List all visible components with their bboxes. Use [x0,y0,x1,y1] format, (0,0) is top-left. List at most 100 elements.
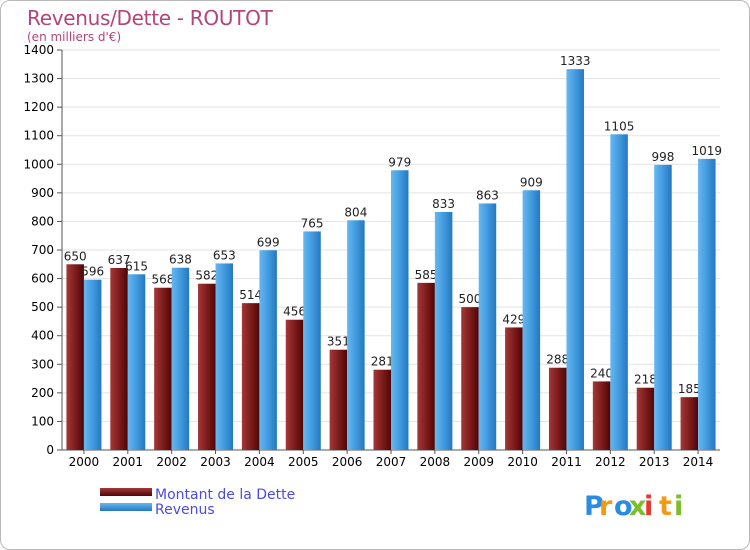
y-tick-label: 100 [31,414,54,428]
legend-swatch-revenus [100,503,152,511]
bar-debt [329,349,348,450]
x-tick-label: 2009 [463,455,494,469]
data-label-debt: 288 [546,353,569,367]
logo-letter: i [644,491,654,522]
x-tick-label: 2010 [507,455,538,469]
data-label-debt: 281 [371,355,394,369]
bar-revenus [259,250,277,450]
bar-revenus [391,170,409,451]
data-label-debt: 637 [108,253,131,267]
data-label-debt: 500 [459,292,482,306]
x-tick-label: 2014 [683,455,714,469]
bar-revenus [347,220,365,450]
x-tick-label: 2002 [156,455,187,469]
bar-revenus [654,164,672,450]
x-tick-label: 2004 [244,455,275,469]
bar-revenus [566,69,584,451]
bar-debt [285,319,304,450]
bar-revenus [83,279,102,450]
data-label-revenus: 596 [81,265,104,279]
bar-debt [66,264,84,450]
legend-swatch-debt [100,488,152,496]
data-label-revenus: 1105 [604,119,635,133]
bar-debt [636,387,655,450]
data-label-debt: 429 [502,312,525,326]
data-label-revenus: 833 [432,197,455,211]
bar-revenus [698,158,716,450]
y-tick-label: 500 [31,300,54,314]
y-tick-label: 0 [46,443,54,457]
logo-letter: P [584,491,605,522]
logo-letter: t [659,491,673,522]
y-tick-label: 400 [31,329,54,343]
data-label-revenus: 765 [301,216,324,230]
x-tick-label: 2007 [376,455,407,469]
y-tick-label: 1100 [23,129,54,143]
proxiti-logo: Pr oxi t i [584,491,684,522]
bar-debt [198,283,216,450]
y-tick-label: 1300 [23,72,54,86]
bar-debt [680,397,699,450]
x-tick-label: 2008 [420,455,451,469]
legend-label-revenus: Revenus [155,502,215,518]
bar-revenus [215,263,234,450]
legend-label-debt: Montant de la Dette [155,487,295,503]
bar-debt [110,268,128,450]
bar-debt [154,287,172,450]
data-label-revenus: 909 [520,175,543,189]
bar-debt [592,381,611,450]
bar-debt [461,307,479,450]
y-tick-label: 300 [31,357,54,371]
x-tick-label: 2012 [595,455,626,469]
bar-debt [373,369,391,450]
bar-debt [505,327,523,450]
x-tick-label: 2013 [639,455,670,469]
legend: Montant de la Dette Revenus [100,487,295,518]
bar-revenus [522,190,541,451]
data-label-revenus: 1333 [560,54,591,68]
data-label-revenus: 1019 [692,144,723,158]
bar-revenus [610,134,628,451]
bar-revenus [127,274,146,450]
data-label-revenus: 863 [476,188,499,202]
x-tick-label: 2003 [200,455,231,469]
y-tick-label: 800 [31,214,54,228]
y-tick-label: 1000 [23,157,54,171]
data-label-revenus: 979 [388,155,411,169]
x-tick-label: 2006 [332,455,363,469]
bar-revenus [434,212,453,450]
data-label-revenus: 804 [344,205,367,219]
data-label-debt: 582 [195,269,218,283]
chart-subtitle: (en milliers d'€) [27,30,122,44]
logo-letter: o [614,491,634,522]
y-tick-label: 200 [31,386,54,400]
bar-revenus [303,231,321,450]
data-label-debt: 240 [590,366,613,380]
x-tick-label: 2000 [69,455,100,469]
data-label-debt: 568 [151,273,174,287]
data-label-revenus: 615 [125,259,148,273]
bar-revenus [171,267,190,450]
y-tick-label: 1400 [23,43,54,57]
logo-letter: x [629,491,647,522]
bar-debt [417,282,435,450]
data-label-debt: 218 [634,373,657,387]
data-label-debt: 585 [415,268,438,282]
y-tick-label: 900 [31,186,54,200]
data-label-debt: 185 [678,382,701,396]
data-label-debt: 351 [327,335,350,349]
data-label-revenus: 699 [257,235,280,249]
logo-letter: i [674,491,684,522]
x-tick-label: 2011 [551,455,582,469]
y-tick-label: 700 [31,243,54,257]
x-tick-label: 2001 [113,455,144,469]
data-label-debt: 650 [64,249,87,263]
bar-debt [241,303,260,450]
data-label-revenus: 998 [651,150,674,164]
y-tick-label: 1200 [23,100,54,114]
y-tick-label: 600 [31,272,54,286]
data-label-revenus: 653 [213,248,236,262]
x-tick-label: 2005 [288,455,319,469]
logo-letter: r [599,491,613,522]
